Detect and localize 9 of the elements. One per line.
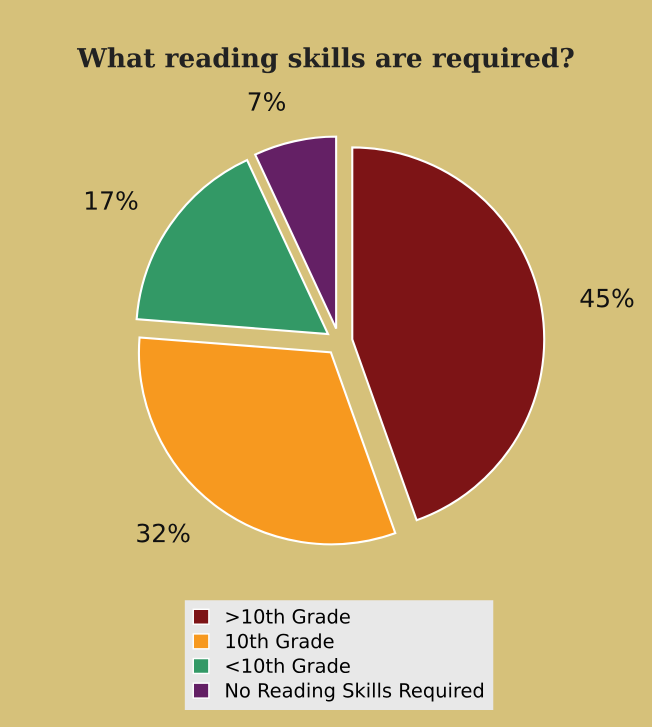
legend-label: >10th Grade <box>226 608 350 624</box>
legend-label: 10th Grade <box>226 633 334 648</box>
legend-label: No Reading Skills Required <box>226 682 484 702</box>
data-label: 17% <box>86 191 138 210</box>
data-label: 45% <box>580 288 634 308</box>
data-label: 32% <box>137 524 190 543</box>
legend-label: <10th Grade <box>226 658 350 674</box>
data-label: 7% <box>248 92 286 111</box>
chart-title: What reading skills are required? <box>76 47 574 74</box>
